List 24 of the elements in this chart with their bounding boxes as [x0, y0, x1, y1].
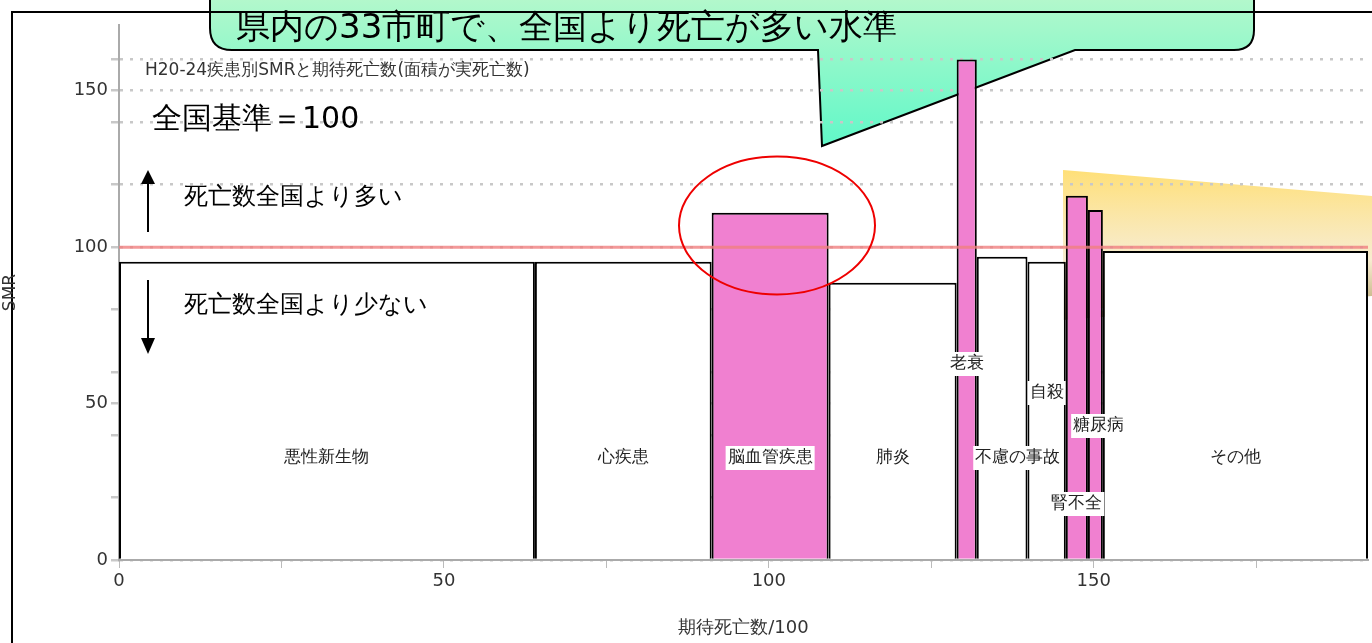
annotation: 自殺: [1029, 381, 1064, 402]
x-tick-label: 150: [1076, 569, 1111, 591]
y-axis-title: SMR: [0, 273, 19, 312]
x-axis-title: 期待死亡数/100: [678, 615, 809, 637]
text: H20-24疾患別SMRと期待死亡数(面積が実死亡数): [145, 59, 530, 80]
annotation: 心疾患: [596, 446, 649, 467]
y-tick-label: 150: [73, 78, 108, 100]
y-tick-label: 50: [85, 391, 108, 413]
annotation: 糖尿病: [1073, 414, 1125, 435]
annotation: 死亡数全国より少ない: [184, 290, 428, 319]
y-tick-label: 0: [96, 547, 108, 569]
annotation: 死亡数全国より多い: [184, 182, 403, 211]
x-tick-label: 0: [113, 569, 125, 591]
annotation: 脳血管疾患: [727, 446, 813, 467]
annotation: その他: [1209, 446, 1261, 467]
x-tick-label: 50: [432, 569, 456, 591]
y-tick-label: 100: [73, 234, 108, 256]
annotation: 不慮の事故: [975, 446, 1061, 467]
annotation: 老衰: [949, 352, 984, 373]
annotation: 腎不全: [1051, 492, 1103, 513]
annotation: 全国基準＝100: [152, 100, 360, 136]
x-tick-label: 100: [751, 569, 787, 591]
annotation: 肺炎: [875, 446, 910, 467]
annotation: 悪性新生物: [283, 446, 370, 467]
